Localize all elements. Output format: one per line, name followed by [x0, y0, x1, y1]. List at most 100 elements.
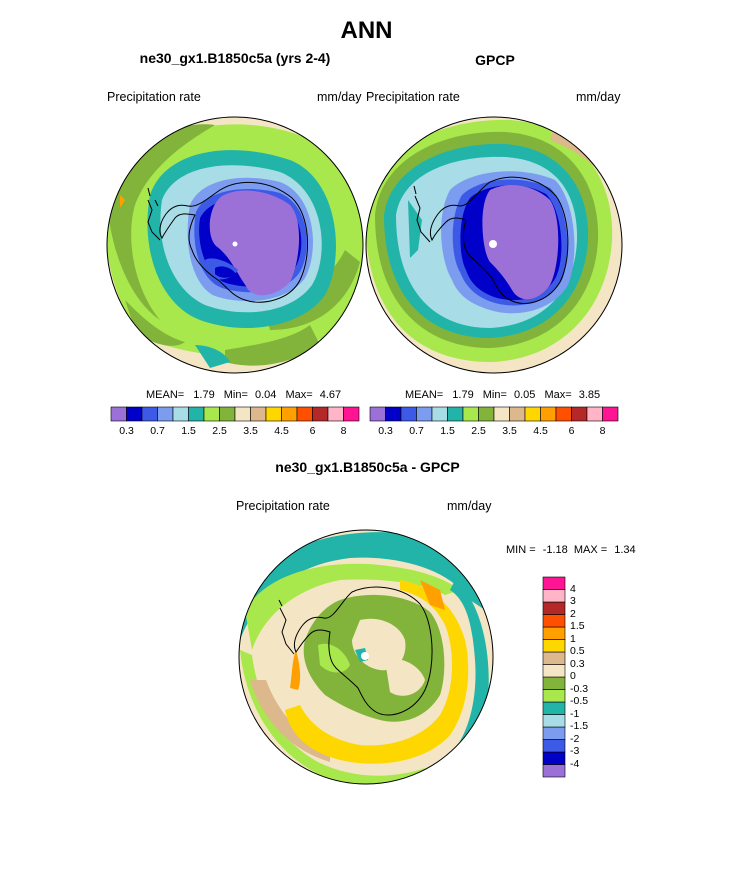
- panel2-colorbar-swatch: [416, 406, 433, 422]
- panel1-colorbar-tick-label: 8: [340, 425, 347, 437]
- panel2-stats: MEAN= 1.79 Min= 0.05 Max= 3.85: [405, 389, 600, 401]
- panel1-colorbar-swatch: [281, 406, 298, 422]
- panel1-colorbar-swatch: [110, 406, 127, 422]
- panel2-mean: 1.79: [452, 389, 474, 401]
- panel2-min: 0.05: [513, 389, 536, 401]
- panel3-map: [238, 529, 494, 785]
- panel2-colorbar-tick-label: 8: [599, 425, 606, 437]
- panel3-colorbar-tick-label: -2: [570, 732, 580, 745]
- panel2-colorbar-swatch: [524, 406, 541, 422]
- panel2-colorbar-swatch: [509, 406, 526, 422]
- panel2-colorbar-tick-label: 1.5: [440, 425, 455, 437]
- panel3-colorbar-tick-label: 0.5: [570, 645, 585, 657]
- panel1-colorbar-swatch: [188, 406, 205, 422]
- panel1-mean: 1.79: [193, 389, 215, 401]
- panel2-colorbar-tick-label: 0.3: [378, 425, 393, 437]
- panel3-stats: MIN = -1.18 MAX = 1.34: [506, 544, 636, 556]
- panel2-max-label: Max=: [544, 389, 572, 401]
- panel2-colorbar-swatch: [400, 406, 417, 422]
- panel1-min: 0.04: [254, 389, 277, 401]
- panel2-colorbar-swatch: [462, 406, 479, 422]
- panel1-map: [106, 116, 364, 374]
- panel2-colorbar-swatch: [540, 406, 557, 422]
- panel2-units: mm/day: [576, 90, 621, 104]
- panel1-colorbar-tick-label: 4.5: [274, 425, 289, 437]
- panel3-colorbar-swatch: [542, 614, 566, 628]
- panel3-colorbar-tick-label: -1.5: [570, 720, 589, 732]
- panel1-colorbar-tick-label: 1.5: [181, 425, 196, 437]
- panel3-colorbar-swatch: [542, 589, 566, 603]
- panel2-colorbar-swatch: [602, 406, 619, 422]
- panel2-colorbar-swatch: [493, 406, 510, 422]
- figure-title: ANN: [340, 17, 393, 44]
- panel1-colorbar-swatch: [312, 406, 329, 422]
- panel3-colorbar-tick-label: -3: [570, 745, 580, 757]
- panel1-variable: Precipitation rate: [107, 90, 201, 104]
- panel2-max: 3.85: [578, 389, 601, 401]
- panel1-colorbar-tick-label: 0.7: [150, 425, 165, 437]
- panel1-max-label: Max=: [285, 389, 313, 401]
- panel2-colorbar-tick-label: 2.5: [471, 425, 486, 437]
- panel2-variable: Precipitation rate: [366, 90, 460, 104]
- panel1-colorbar-tick-label: 6: [309, 425, 316, 437]
- panel3-colorbar-swatch: [542, 714, 566, 728]
- panel2-colorbar-swatch: [586, 406, 603, 422]
- panel3-colorbar-swatch: [542, 764, 566, 778]
- panel3-colorbar-swatch: [542, 639, 566, 653]
- panel3-min: -1.18: [542, 544, 568, 556]
- panel3-colorbar-tick-label: 1: [570, 632, 576, 645]
- panel1-colorbar-swatch: [296, 406, 313, 422]
- panel3-colorbar-tick-label: 0.3: [570, 657, 585, 670]
- panel3-colorbar-swatch: [542, 689, 566, 703]
- panel1-colorbar-swatch: [234, 406, 251, 422]
- panel1-colorbar-swatch: [265, 406, 282, 422]
- panel1-colorbar-tick-label: 2.5: [212, 425, 227, 437]
- panel2-colorbar-swatch: [385, 406, 402, 422]
- panel1-title: ne30_gx1.B1850c5a (yrs 2-4): [139, 50, 331, 66]
- panel2-title: GPCP: [475, 52, 515, 68]
- panel2-colorbar-swatch: [369, 406, 386, 422]
- panel2-map: [365, 116, 623, 374]
- panel3-colorbar-swatch: [542, 739, 566, 753]
- panel1-stats: MEAN= 1.79 Min= 0.04 Max= 4.67: [146, 389, 341, 401]
- panel2-colorbar-swatch: [571, 406, 588, 422]
- panel3-colorbar-tick-label: 3: [570, 595, 576, 607]
- panel3-max: 1.34: [614, 544, 636, 556]
- panel3-colorbar-tick-label: 1.5: [570, 620, 585, 632]
- panel3-colorbar-swatch: [542, 664, 566, 678]
- panel2-mean-label: MEAN=: [405, 389, 444, 401]
- panel3-colorbar-swatch: [542, 726, 566, 740]
- panel3-colorbar-swatch: [542, 676, 566, 690]
- panel2-colorbar-tick-label: 3.5: [502, 425, 517, 437]
- panel3-min-label: MIN =: [506, 544, 536, 556]
- panel3-colorbar-swatch: [542, 751, 566, 765]
- panel1-colorbar-swatch: [327, 406, 344, 422]
- panel3-colorbar-swatch: [542, 601, 566, 615]
- panel3-units: mm/day: [447, 499, 492, 513]
- panel1-mean-label: MEAN=: [146, 389, 185, 401]
- panel1-colorbar-swatch: [343, 406, 360, 422]
- panel1-units: mm/day: [317, 90, 362, 104]
- panel1-colorbar-swatch: [203, 406, 220, 422]
- panel3-colorbar-tick-label: -4: [570, 757, 580, 770]
- panel2-colorbar-tick-label: 6: [568, 425, 575, 437]
- panel3-colorbar-tick-label: 2: [570, 607, 576, 620]
- panel2-colorbar-swatch: [431, 406, 448, 422]
- panel2-colorbar: [369, 406, 619, 422]
- panel3-colorbar-swatch: [542, 651, 566, 665]
- panel1-colorbar: [110, 406, 360, 422]
- panel1-max: 4.67: [319, 389, 342, 401]
- panel3-colorbar: [542, 576, 566, 778]
- panel1-colorbar-swatch: [219, 406, 236, 422]
- panel1-colorbar-tick-label: 0.3: [119, 425, 134, 437]
- panel3-colorbar-tick-label: 4: [570, 582, 576, 595]
- panel1-colorbar-swatch: [172, 406, 189, 422]
- panel3-colorbar-tick-label: -0.5: [570, 695, 589, 707]
- panel2-colorbar-tick-label: 4.5: [533, 425, 548, 437]
- panel1-colorbar-swatch: [157, 406, 174, 422]
- panel3-colorbar-tick-label: 0: [570, 670, 576, 682]
- panel1-colorbar-swatch: [250, 406, 267, 422]
- panel1-colorbar-tick-label: 3.5: [243, 425, 258, 437]
- panel3-colorbar-swatch: [542, 576, 566, 590]
